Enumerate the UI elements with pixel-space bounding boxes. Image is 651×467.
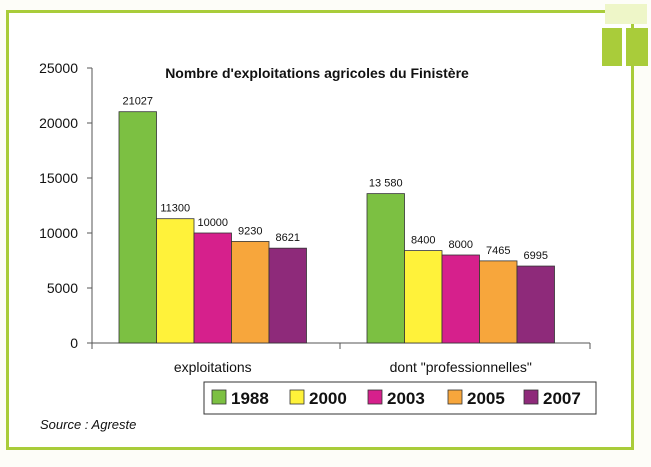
value-label-2007-1: 6995 (524, 250, 548, 262)
bar-2003-1 (441, 254, 480, 344)
bar-2000-0 (156, 218, 195, 344)
value-label-2005-1: 7465 (486, 245, 510, 257)
value-label-2000-0: 11300 (160, 203, 190, 215)
value-label-2003-1: 8000 (449, 239, 473, 251)
bar-2005-0 (231, 241, 270, 344)
value-label-2000-1: 8400 (411, 235, 435, 247)
legend-swatch-2003 (367, 389, 383, 405)
y-tick-label: 25000 (39, 60, 78, 76)
value-label-2003-0: 10000 (197, 217, 228, 229)
chart-frame (6, 10, 634, 450)
bar-2000-1 (404, 250, 443, 344)
legend-label-2005: 2005 (467, 389, 505, 408)
y-tick-label: 10000 (39, 225, 78, 241)
legend-swatch-2000 (289, 389, 305, 405)
y-axis: 0 5000 10000 15000 20000 25000 (39, 60, 591, 351)
value-label-1988-1: 13 580 (369, 178, 403, 190)
chart-title: Nombre d'exploitations agricoles du Fini… (165, 65, 469, 81)
value-label-2007-0: 8621 (276, 232, 300, 244)
value-label-2005-0: 9230 (238, 225, 262, 237)
y-tick-label: 15000 (39, 170, 78, 186)
corner-decoration (602, 4, 648, 66)
category-labels: exploitations dont "professionnelles" (174, 359, 532, 375)
legend-label-2007: 2007 (543, 389, 581, 408)
legend-label-2003: 2003 (387, 389, 425, 408)
y-tick-label: 20000 (39, 115, 78, 131)
legend: 1988 2000 2003 2005 2007 (203, 381, 597, 415)
corner-block-left (602, 28, 622, 66)
category-label: exploitations (174, 359, 252, 375)
y-tick-label: 5000 (47, 280, 78, 296)
category-label: dont "professionnelles" (390, 359, 532, 375)
legend-label-1988: 1988 (231, 389, 269, 408)
value-labels: 21027 13 580 11300 8400 10000 8000 9230 7465 862… (122, 96, 548, 262)
corner-block-top (605, 4, 647, 24)
bar-2005-1 (479, 260, 518, 344)
value-label-1988-0: 21027 (122, 96, 153, 108)
bar-2007-1 (516, 265, 555, 344)
y-tick-label: 0 (70, 335, 78, 351)
bar-1988-1 (366, 193, 405, 344)
bars (118, 111, 555, 344)
legend-label-2000: 2000 (309, 389, 347, 408)
corner-block-right (626, 28, 648, 66)
source-text: Source : Agreste (40, 417, 136, 432)
bar-2007-0 (268, 247, 307, 344)
legend-swatch-1988 (211, 389, 227, 405)
bar-1988-0 (118, 111, 157, 344)
bar-2003-0 (193, 232, 232, 344)
legend-swatch-2007 (523, 389, 539, 405)
legend-swatch-2005 (447, 389, 463, 405)
